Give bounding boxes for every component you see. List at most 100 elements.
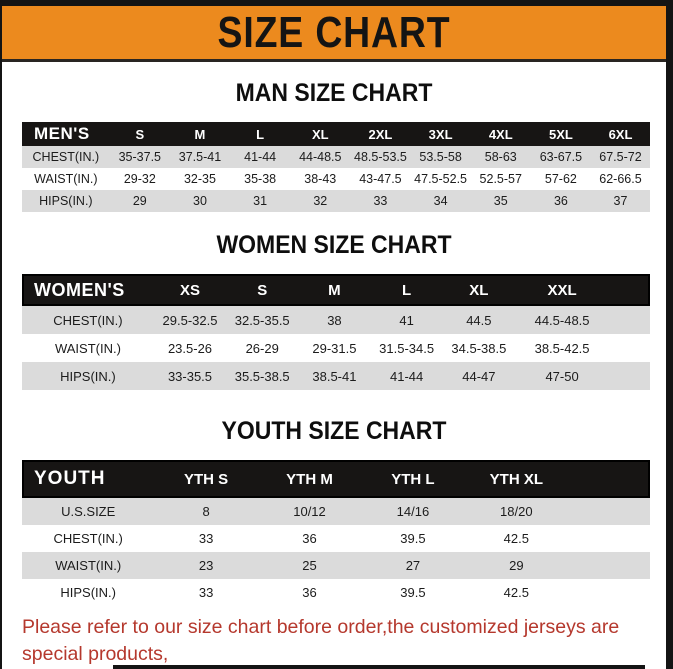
size-value-cell: 31 [253,194,268,208]
size-value-cell: 35-37.5 [118,150,162,164]
size-value-cell: 36 [302,531,317,546]
size-value-cell: 32.5-35.5 [234,312,290,328]
size-column-header: 2XL [368,126,393,142]
youth-size-table: YOUTH YTH S YTH M YTH L YTH XL U.S.SIZE 8 10/12… [22,460,650,606]
table-row: HIPS(IN.) 33 36 39.5 42.5 [22,579,650,606]
spacer-cell [609,334,650,362]
size-value-cell: 30 [193,194,207,208]
size-value-cell: 53.5-58 [419,150,462,164]
spacer-cell [568,579,650,606]
size-value-cell: 23.5-26 [167,340,213,356]
row-label: WAIST(IN.) [54,340,121,356]
spacer-cell [609,362,650,390]
youth-size-chart-section: YOUTH SIZE CHART YOUTH YTH S YTH M YTH L YTH… [2,416,666,606]
size-value-cell: 32 [313,194,328,208]
size-value-cell: 38.5-41 [312,368,357,384]
size-column-header: XXL [547,281,577,299]
size-value-cell: 41-44 [244,150,277,164]
row-label: HIPS(IN.) [60,368,116,384]
size-column-header: S [135,126,145,142]
size-value-cell: 29 [509,558,524,573]
row-label: CHEST(IN.) [53,312,123,328]
size-value-cell: 14/16 [396,504,430,519]
size-value-cell: 33 [373,194,388,208]
size-value-cell: 33 [198,531,214,546]
page-title: SIZE CHART [217,7,451,57]
table-row: WAIST(IN.) 23 25 27 29 [22,552,650,579]
row-label: HIPS(IN.) [39,194,93,208]
size-value-cell: 29.5-32.5 [162,312,218,328]
table-header-row: MEN'S S M L XL 2XL 3XL 4XL 5XL 6XL [22,122,650,146]
spacer-cell [609,306,650,334]
spacer-cell [568,552,650,579]
size-value-cell: 8 [202,504,210,519]
size-value-cell: 43-47.5 [359,172,402,186]
size-value-cell: 44.5-48.5 [534,312,590,328]
spacer-cell [568,460,650,498]
size-value-cell: 37.5-41 [178,150,222,164]
size-value-cell: 38 [327,312,342,328]
size-column-header: XS [179,281,200,299]
right-border-bar [666,0,673,669]
size-value-cell: 18/20 [500,504,533,519]
size-value-cell: 38.5-42.5 [534,340,590,356]
size-column-header: YTH M [286,470,333,488]
size-value-cell: 35-38 [244,172,277,186]
size-value-cell: 29 [132,194,147,208]
row-label: CHEST(IN.) [53,531,123,546]
size-value-cell: 35 [493,194,508,208]
women-size-table: WOMEN'S XS S M L XL XXL CHEST(IN.) 29.5-32.5 32.5… [22,274,650,390]
table-row: CHEST(IN.) 29.5-32.5 32.5-35.5 38 41 44.5 44.5… [22,306,650,334]
size-value-cell: 25 [302,558,317,573]
size-value-cell: 35.5-38.5 [234,368,290,384]
size-value-cell: 57-62 [544,172,577,186]
footer-note-line1: Please refer to our size chart before or… [22,616,620,665]
size-column-header: M [328,281,341,299]
size-value-cell: 47-50 [545,368,579,384]
size-value-cell: 47.5-52.5 [414,172,467,186]
size-value-cell: 58-63 [484,150,517,164]
men-size-chart-section: MAN SIZE CHART MEN'S S M L XL 2XL 3XL 4XL 5XL 6XL… [2,78,666,212]
table-row: U.S.SIZE 8 10/12 14/16 18/20 [22,498,650,525]
size-column-header: YTH S [184,470,229,488]
size-value-cell: 44-48.5 [299,150,342,164]
row-label: HIPS(IN.) [60,585,117,600]
size-value-cell: 36 [553,194,568,208]
table-row: HIPS(IN.) 33-35.5 35.5-38.5 38.5-41 41-44 44-… [22,362,650,390]
spacer-cell [609,274,650,306]
content-area: MAN SIZE CHART MEN'S S M L XL 2XL 3XL 4XL 5XL 6XL… [2,64,666,669]
table-header-row: WOMEN'S XS S M L XL XXL [22,274,650,306]
size-value-cell: 42.5 [503,585,529,600]
row-label: WAIST(IN.) [55,558,122,573]
size-column-header: 5XL [548,126,573,142]
size-value-cell: 34.5-38.5 [451,340,507,356]
size-column-header: 4XL [488,126,513,142]
size-value-cell: 10/12 [293,504,326,519]
size-column-header: 3XL [428,126,453,142]
size-value-cell: 32-35 [183,172,216,186]
size-column-header: 6XL [608,126,633,142]
table-row: HIPS(IN.) 29 30 31 32 33 34 35 36 37 [22,190,650,212]
size-value-cell: 33-35.5 [167,368,213,384]
table-row: WAIST(IN.) 23.5-26 26-29 29-31.5 31.5-34.5 34… [22,334,650,362]
size-value-cell: 63-67.5 [539,150,583,164]
size-value-cell: 23 [198,558,214,573]
size-value-cell: 62-66.5 [599,172,642,186]
size-value-cell: 31.5-34.5 [379,340,435,356]
size-column-header: XL [311,126,329,142]
size-value-cell: 42.5 [503,531,529,546]
table-corner-label: MEN'S [34,124,90,143]
size-value-cell: 37 [613,194,628,208]
size-value-cell: 44.5 [466,312,492,328]
size-value-cell: 26-29 [245,340,279,356]
size-value-cell: 38-43 [304,172,337,186]
size-column-header: L [402,281,412,299]
size-column-header: YTH L [391,470,435,488]
table-row: CHEST(IN.) 33 36 39.5 42.5 [22,525,650,552]
women-size-chart-section: WOMEN SIZE CHART WOMEN'S XS S M L XL XXL CHEST(… [2,230,666,390]
size-value-cell: 27 [405,558,421,573]
size-column-header: L [256,126,265,142]
size-value-cell: 29-31.5 [312,340,357,356]
youth-section-title: YOUTH SIZE CHART [221,417,447,445]
table-corner-label: WOMEN'S [34,279,125,300]
